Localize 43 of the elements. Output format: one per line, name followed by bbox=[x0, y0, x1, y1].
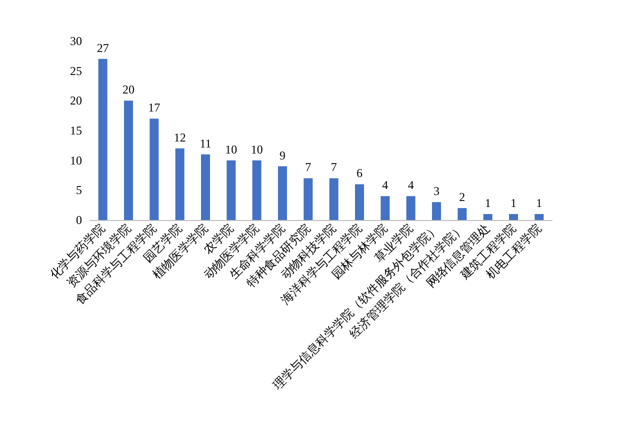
bar bbox=[278, 166, 287, 220]
y-tick-label: 15 bbox=[70, 124, 82, 138]
data-label: 1 bbox=[510, 196, 516, 210]
bar bbox=[458, 208, 467, 220]
bar bbox=[226, 160, 236, 220]
data-label: 7 bbox=[305, 160, 312, 174]
data-label: 2 bbox=[459, 190, 466, 204]
data-label: 6 bbox=[356, 166, 362, 180]
bar bbox=[150, 118, 159, 220]
bar bbox=[483, 214, 492, 220]
data-label: 27 bbox=[96, 40, 109, 55]
bar bbox=[380, 196, 390, 220]
y-tick-label: 5 bbox=[76, 183, 82, 198]
data-label: 10 bbox=[225, 142, 238, 156]
bar bbox=[534, 214, 544, 220]
bar bbox=[509, 214, 518, 220]
bar bbox=[329, 178, 338, 220]
bar bbox=[432, 202, 441, 220]
y-tick-label: 30 bbox=[70, 34, 82, 48]
bar bbox=[124, 100, 133, 220]
bar bbox=[304, 178, 313, 220]
data-label: 11 bbox=[200, 136, 212, 150]
y-tick-label: 10 bbox=[70, 153, 82, 168]
data-label: 20 bbox=[122, 82, 134, 97]
bar bbox=[252, 160, 262, 220]
y-tick-label: 25 bbox=[70, 64, 82, 78]
data-label: 17 bbox=[148, 100, 160, 115]
data-label: 1 bbox=[484, 196, 491, 210]
data-label: 12 bbox=[174, 130, 186, 144]
bar bbox=[406, 196, 416, 220]
bar bbox=[355, 184, 364, 220]
bar bbox=[201, 154, 210, 220]
bar bbox=[98, 58, 108, 220]
y-tick-label: 20 bbox=[70, 94, 82, 108]
bar bbox=[175, 148, 184, 220]
data-label: 4 bbox=[408, 178, 414, 192]
data-label: 4 bbox=[382, 178, 388, 192]
data-label: 10 bbox=[250, 142, 263, 156]
y-tick-label: 0 bbox=[76, 213, 82, 227]
data-label: 7 bbox=[330, 160, 337, 174]
data-label: 9 bbox=[280, 148, 286, 162]
data-label: 3 bbox=[434, 184, 440, 198]
data-label: 1 bbox=[536, 196, 542, 210]
